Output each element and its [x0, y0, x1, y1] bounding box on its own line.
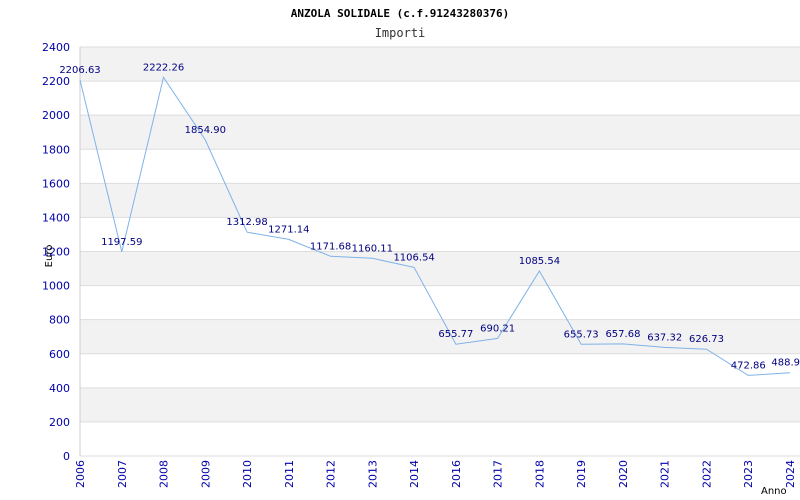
data-label: 2222.26 — [143, 62, 184, 73]
data-label: 1171.68 — [310, 241, 351, 252]
x-tick-label: 2016 — [450, 460, 463, 488]
y-tick-label: 1200 — [42, 246, 70, 259]
x-tick-label: 2013 — [366, 460, 379, 488]
x-tick-label: 2022 — [700, 460, 713, 488]
data-label: 472.86 — [731, 360, 766, 371]
x-tick-label: 2006 — [74, 460, 87, 488]
chart-subtitle: Importi — [375, 26, 426, 40]
x-tick-label: 2010 — [241, 460, 254, 488]
y-tick-label: 1000 — [42, 280, 70, 293]
data-labels: 2206.63 1197.59 2222.26 1854.90 1312.981271.… — [59, 62, 800, 371]
gridlines — [80, 46, 800, 457]
data-label: 626.73 — [689, 334, 724, 345]
y-tick-label: 200 — [49, 416, 70, 429]
series-line — [79, 76, 791, 376]
y-tick-label: 0 — [63, 450, 70, 463]
y-axis-label: Euro — [44, 245, 55, 268]
data-label: 637.32 — [647, 332, 682, 343]
data-label: 1160.11 — [352, 243, 393, 254]
data-label: 1197.59 — [101, 237, 142, 248]
y-tick-label: 800 — [49, 314, 70, 327]
x-tick-labels: 2006 2007 2008 2009 2010 2011 2012 2013 2014 2016… — [74, 460, 797, 488]
y-tick-label: 1400 — [42, 211, 70, 224]
x-tick-label: 2018 — [533, 460, 546, 488]
x-tick-label: 2017 — [492, 460, 505, 488]
x-tick-label: 2007 — [116, 460, 129, 488]
background-bands — [80, 47, 800, 422]
y-tick-labels: 0 200 400 600 800 1000 1200 1400 1600 1800 2000 220… — [42, 41, 70, 463]
data-label: 1854.90 — [185, 125, 226, 136]
x-tick-label: 2023 — [742, 460, 755, 488]
x-tick-label: 2009 — [199, 460, 212, 488]
chart-title: ANZOLA SOLIDALE (c.f.91243280376) — [291, 7, 510, 20]
data-label: 1106.54 — [393, 252, 434, 263]
x-tick-label: 2012 — [325, 460, 338, 488]
x-tick-label: 2011 — [283, 460, 296, 488]
y-tick-label: 600 — [49, 348, 70, 361]
x-tick-label: 2008 — [158, 460, 171, 488]
data-label: 1312.98 — [226, 217, 267, 228]
y-tick-label: 2200 — [42, 75, 70, 88]
data-label: 690.21 — [480, 323, 515, 334]
y-tick-label: 2000 — [42, 109, 70, 122]
grid-band — [80, 47, 800, 82]
data-label: 1271.14 — [268, 224, 309, 235]
data-label: 657.68 — [605, 329, 640, 340]
y-tick-label: 2400 — [42, 41, 70, 54]
x-tick-label: 2024 — [784, 460, 797, 488]
data-label: 2206.63 — [59, 65, 100, 76]
data-label: 655.73 — [564, 329, 599, 340]
x-tick-label: 2014 — [408, 460, 421, 488]
data-label: 655.77 — [438, 329, 473, 340]
x-axis-label: Anno — [761, 486, 787, 497]
grid-band — [80, 251, 800, 286]
grid-band — [80, 387, 800, 422]
data-label: 1085.54 — [519, 256, 560, 267]
x-tick-label: 2021 — [659, 460, 672, 488]
x-tick-label: 2019 — [575, 460, 588, 488]
x-tick-label: 2020 — [617, 460, 630, 488]
y-tick-label: 400 — [49, 382, 70, 395]
data-label: 488.9 — [771, 358, 800, 369]
y-tick-label: 1800 — [42, 143, 70, 156]
y-tick-label: 1600 — [42, 177, 70, 190]
grid-band — [80, 183, 800, 218]
